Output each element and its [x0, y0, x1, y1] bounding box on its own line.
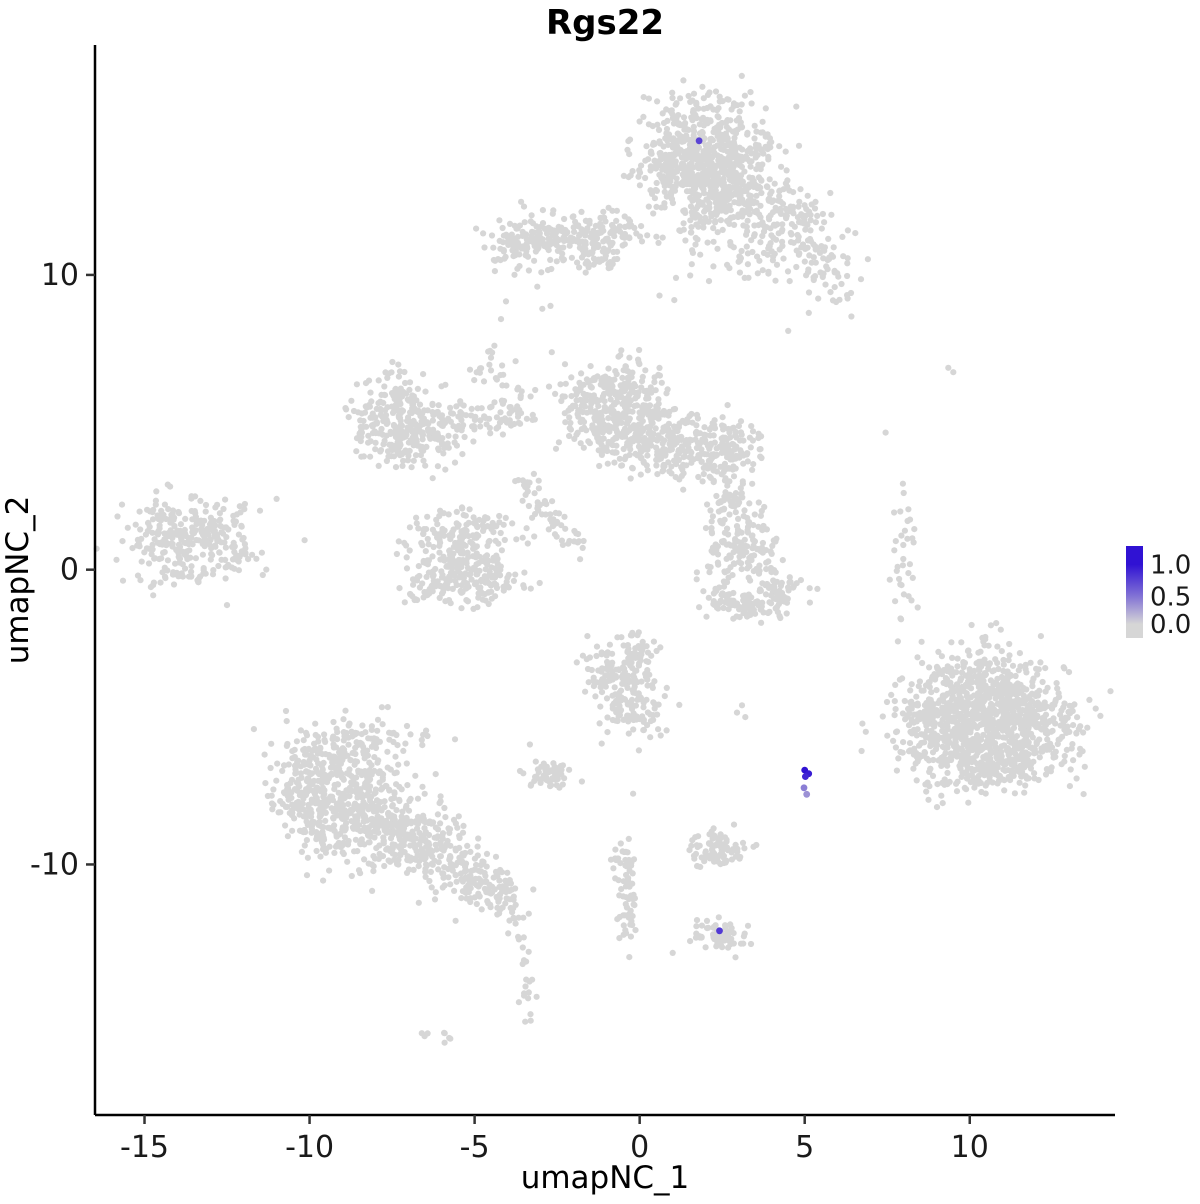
x-axis-title: umapNC_1 — [521, 1160, 690, 1196]
y-axis-title: umapNC_2 — [0, 496, 36, 665]
legend-labels: 1.00.50.0 — [1150, 550, 1191, 640]
plot-title: Rgs22 — [546, 3, 664, 43]
color-legend: 1.00.50.0 — [1126, 546, 1191, 640]
legend-gradient-bar — [1126, 546, 1143, 638]
